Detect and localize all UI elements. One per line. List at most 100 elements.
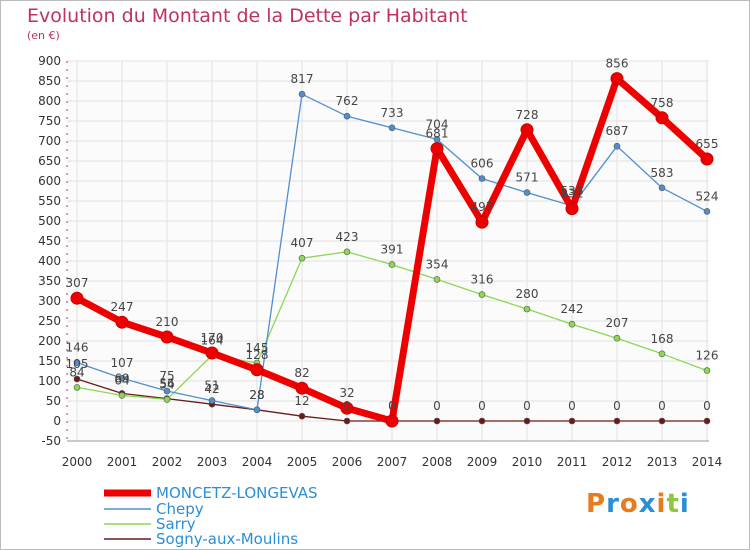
data-point bbox=[163, 396, 171, 403]
y-tick-label: 400 bbox=[38, 254, 61, 268]
data-label: 56 bbox=[159, 377, 174, 391]
data-point bbox=[253, 406, 261, 414]
data-point bbox=[298, 412, 306, 420]
data-point bbox=[658, 417, 666, 425]
data-point bbox=[73, 359, 81, 366]
data-point bbox=[568, 417, 576, 425]
data-point bbox=[613, 417, 621, 425]
x-tick-label: 2010 bbox=[512, 455, 543, 469]
data-point bbox=[388, 124, 396, 132]
data-point bbox=[703, 208, 711, 215]
y-tick-label: 550 bbox=[38, 194, 61, 208]
legend-label: Sogny-aux-Moulins bbox=[156, 530, 298, 548]
data-label: 728 bbox=[516, 108, 539, 122]
data-label: 0 bbox=[568, 399, 576, 413]
data-label: 28 bbox=[249, 388, 264, 402]
y-tick-label: 350 bbox=[38, 274, 61, 288]
data-point bbox=[430, 142, 444, 156]
x-tick-label: 2011 bbox=[557, 455, 588, 469]
data-point bbox=[298, 90, 306, 98]
data-label: 242 bbox=[561, 302, 584, 316]
data-point bbox=[433, 276, 441, 283]
data-label: 105 bbox=[66, 357, 89, 371]
proxiti-logo: Proxiti bbox=[586, 489, 690, 519]
data-label: 0 bbox=[703, 399, 711, 413]
data-label: 28 bbox=[249, 388, 264, 402]
data-point bbox=[160, 330, 174, 344]
data-point bbox=[523, 417, 531, 425]
data-point bbox=[613, 142, 621, 150]
x-tick-label: 2004 bbox=[242, 455, 273, 469]
data-label: 170 bbox=[201, 331, 224, 345]
logo-letter: r bbox=[606, 489, 620, 519]
data-label: 247 bbox=[111, 300, 134, 314]
logo-letter: i bbox=[679, 489, 690, 519]
data-label: 0 bbox=[433, 399, 441, 413]
x-tick-label: 2002 bbox=[152, 455, 183, 469]
data-point bbox=[568, 320, 576, 328]
data-point bbox=[295, 381, 309, 395]
data-point bbox=[250, 363, 264, 377]
data-point bbox=[343, 248, 351, 256]
data-label: 84 bbox=[69, 365, 84, 379]
data-label: 0 bbox=[478, 399, 486, 413]
x-tick-label: 2013 bbox=[647, 455, 678, 469]
data-label: 0 bbox=[658, 399, 666, 413]
data-label: 687 bbox=[606, 124, 629, 138]
data-label: 146 bbox=[66, 341, 89, 355]
y-tick-label: -50 bbox=[41, 434, 61, 448]
data-label: 145 bbox=[246, 341, 269, 355]
y-tick-label: 100 bbox=[38, 374, 61, 388]
logo-letter: i bbox=[656, 489, 667, 519]
data-label: 407 bbox=[291, 236, 314, 250]
data-point bbox=[703, 417, 711, 425]
data-point bbox=[118, 392, 126, 399]
data-point bbox=[298, 254, 306, 262]
y-tick-label: 850 bbox=[38, 74, 61, 88]
chart-title: Evolution du Montant de la Dette par Hab… bbox=[27, 5, 468, 27]
data-point bbox=[523, 189, 531, 196]
data-label: 12 bbox=[294, 394, 309, 408]
y-tick-label: 900 bbox=[38, 54, 61, 68]
data-label: 54 bbox=[159, 377, 174, 391]
y-tick-label: 600 bbox=[38, 174, 61, 188]
data-point bbox=[340, 401, 354, 415]
data-label: 856 bbox=[606, 57, 629, 71]
data-label: 733 bbox=[381, 106, 404, 120]
data-point bbox=[433, 417, 441, 425]
y-tick-label: 200 bbox=[38, 334, 61, 348]
data-point bbox=[208, 397, 216, 404]
data-point bbox=[658, 350, 666, 358]
x-tick-label: 2006 bbox=[332, 455, 363, 469]
logo-letter: P bbox=[586, 489, 607, 519]
data-label: 354 bbox=[426, 257, 449, 271]
x-tick-label: 2000 bbox=[62, 455, 93, 469]
y-tick-label: 650 bbox=[38, 154, 61, 168]
data-label: 168 bbox=[651, 332, 674, 346]
data-label: 280 bbox=[516, 287, 539, 301]
data-point bbox=[703, 367, 711, 374]
data-label: 524 bbox=[696, 189, 719, 203]
data-label: 0 bbox=[388, 399, 396, 413]
data-label: 126 bbox=[696, 349, 719, 363]
data-label: 316 bbox=[471, 273, 494, 287]
data-point bbox=[655, 111, 669, 125]
data-label: 32 bbox=[339, 386, 354, 400]
data-label: 107 bbox=[111, 356, 134, 370]
x-tick-label: 2008 bbox=[422, 455, 453, 469]
x-tick-label: 2012 bbox=[602, 455, 633, 469]
data-label: 704 bbox=[426, 117, 449, 131]
logo-letter: x bbox=[638, 489, 657, 519]
data-label: 655 bbox=[696, 137, 719, 151]
x-tick-label: 2003 bbox=[197, 455, 228, 469]
data-point bbox=[73, 384, 81, 391]
data-label: 75 bbox=[159, 369, 174, 383]
data-label: 423 bbox=[336, 230, 359, 244]
data-label: 0 bbox=[388, 399, 396, 413]
data-point bbox=[163, 387, 171, 395]
logo-letter: t bbox=[666, 489, 680, 519]
data-point bbox=[565, 202, 579, 216]
data-label: 51 bbox=[204, 379, 219, 393]
y-tick-label: 300 bbox=[38, 294, 61, 308]
